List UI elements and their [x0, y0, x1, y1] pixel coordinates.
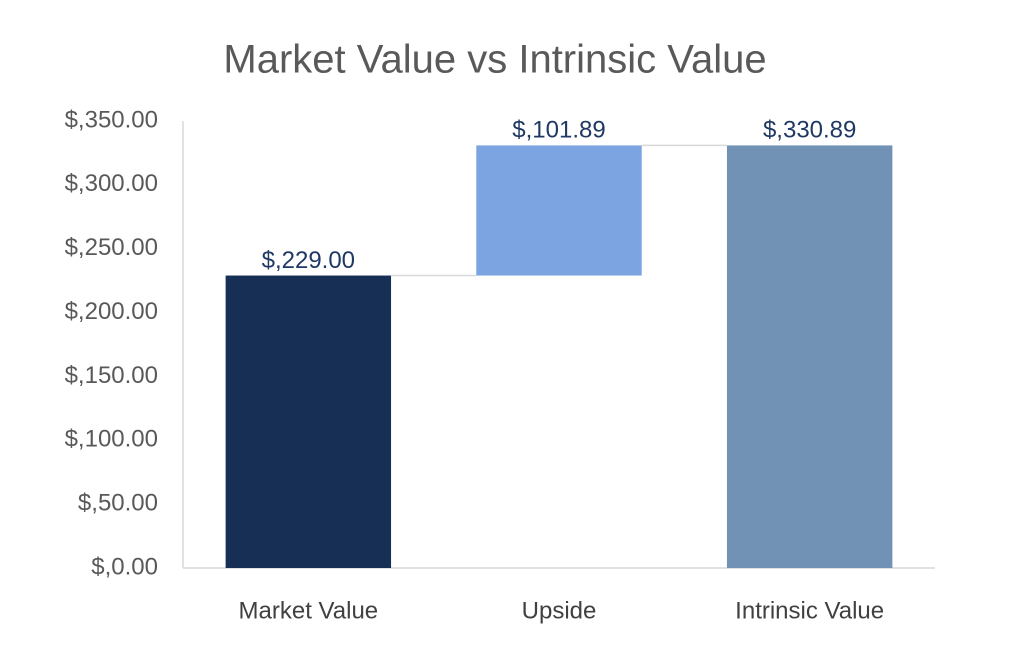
data-label: $,330.89	[763, 117, 856, 144]
bar	[225, 275, 392, 568]
x-tick-label: Intrinsic Value	[735, 597, 884, 624]
y-tick-label: $,350.00	[65, 106, 158, 133]
y-tick-label: $,50.00	[78, 489, 158, 516]
data-label: $,229.00	[262, 247, 355, 274]
bar	[476, 145, 642, 276]
y-tick-label: $,250.00	[65, 234, 158, 261]
y-tick-label: $,100.00	[65, 426, 158, 453]
y-tick-label: $,200.00	[65, 298, 158, 325]
x-tick-label: Upside	[522, 597, 597, 624]
bar	[726, 145, 893, 569]
chart-title: Market Value vs Intrinsic Value	[223, 38, 766, 82]
y-tick-label: $,150.00	[65, 362, 158, 389]
y-tick-label: $,0.00	[91, 553, 158, 580]
data-label: $,101.89	[512, 117, 605, 144]
x-tick-label: Market Value	[239, 597, 379, 624]
y-tick-label: $,300.00	[65, 170, 158, 197]
